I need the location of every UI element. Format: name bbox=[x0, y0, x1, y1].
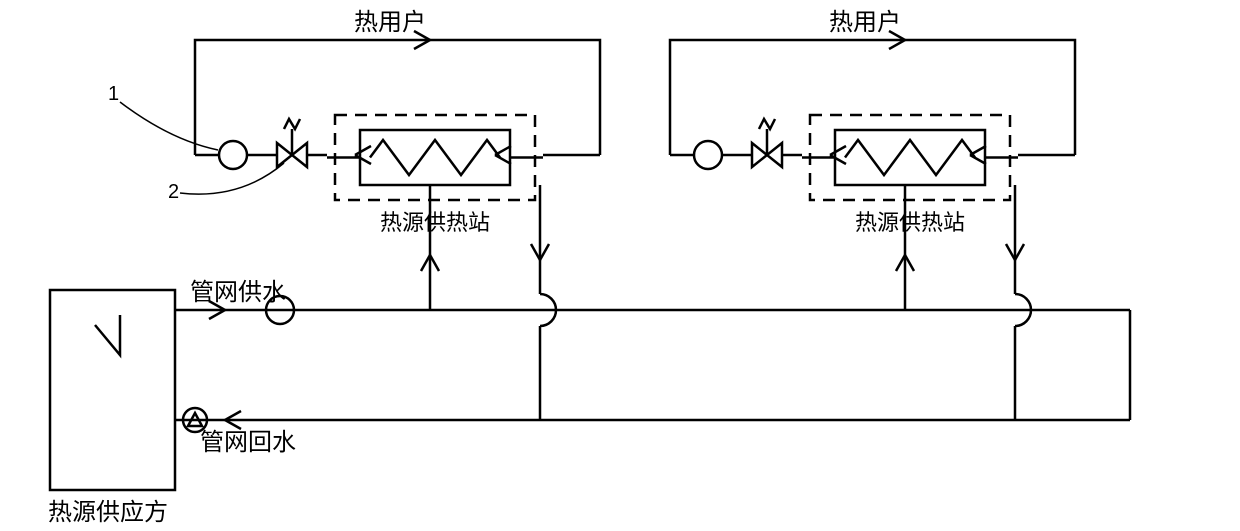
user-loop bbox=[670, 40, 1075, 155]
heat-station-box bbox=[810, 115, 1010, 200]
callout-2-label: 2 bbox=[168, 181, 179, 203]
callout-1-label: 1 bbox=[108, 83, 119, 105]
source-box bbox=[50, 290, 175, 490]
return-label: 管网回水 bbox=[200, 429, 296, 456]
valve-icon bbox=[277, 143, 292, 167]
arrow-left-icon bbox=[830, 146, 846, 164]
pump-icon bbox=[219, 141, 247, 169]
diagram-root bbox=[50, 31, 1130, 490]
arrow-left-icon bbox=[355, 146, 371, 164]
valve-icon bbox=[752, 143, 767, 167]
boiler-icon bbox=[95, 315, 120, 355]
station-2-label: 热源供热站 bbox=[855, 210, 965, 235]
callout-2-leader bbox=[180, 163, 284, 194]
station-1-label: 热源供热站 bbox=[380, 210, 490, 235]
arrow-left-icon bbox=[495, 146, 511, 164]
callout-1-leader bbox=[120, 102, 218, 150]
heat-station-box bbox=[335, 115, 535, 200]
arrow-left-icon bbox=[970, 146, 986, 164]
supply-label: 管网供水 bbox=[190, 279, 286, 306]
user-loop bbox=[195, 40, 600, 155]
pump-icon bbox=[694, 141, 722, 169]
source-label: 热源供应方 bbox=[48, 499, 168, 526]
